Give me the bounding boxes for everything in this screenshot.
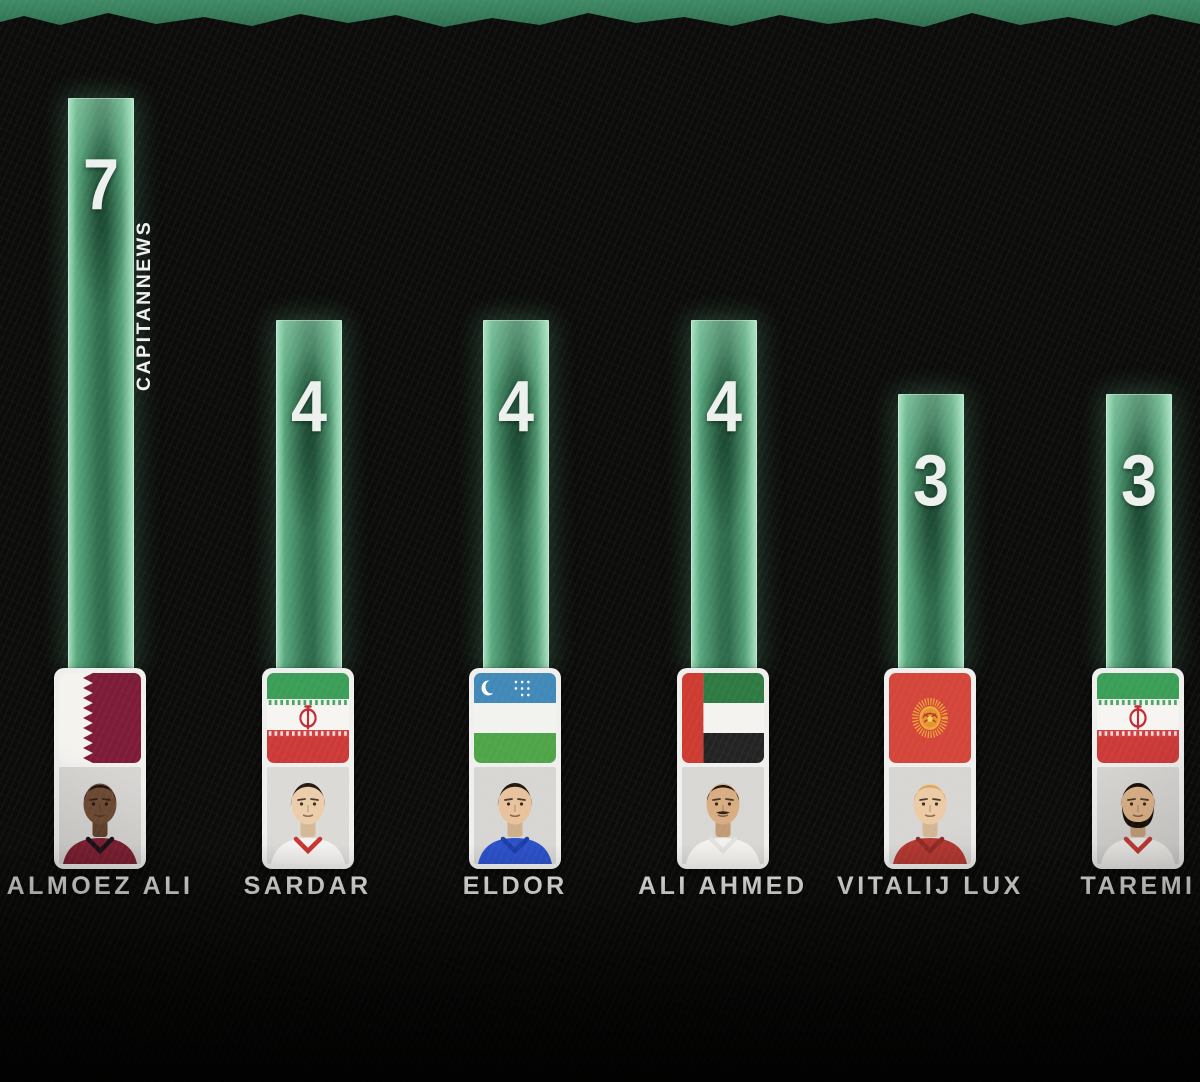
player-column: 7 ALMOEZ ALI <box>0 0 204 920</box>
goal-count-label: 7 <box>82 145 120 225</box>
player-card <box>1092 668 1184 869</box>
iran-flag-icon <box>1097 673 1179 763</box>
qatar-flag-icon <box>59 673 141 763</box>
goal-count-label: 4 <box>705 367 742 447</box>
player-column: 4 ELDOR <box>411 0 619 920</box>
uae-flag-icon <box>681 673 764 763</box>
player-photo <box>681 767 764 864</box>
goal-bar: 4 <box>483 320 550 674</box>
player-name-label: SARDAR <box>243 872 372 900</box>
player-name-label: ALMOEZ ALI <box>6 872 194 900</box>
kyrgyzstan-flag-icon <box>889 673 972 763</box>
player-photo <box>59 767 141 864</box>
goal-count-label: 3 <box>1120 441 1158 521</box>
uzbekistan-flag-icon <box>474 673 557 763</box>
goal-count-label: 4 <box>498 367 535 447</box>
watermark-capitannews: CAPITANNEWS <box>133 219 155 391</box>
goal-bar: 7 <box>68 98 134 674</box>
player-column: 4 ALI AHMED <box>619 0 827 920</box>
goal-bar: 4 <box>275 320 342 674</box>
player-column: 4 SARDAR <box>204 0 412 920</box>
player-card <box>261 668 354 869</box>
player-photo <box>266 767 349 864</box>
player-photo <box>474 767 557 864</box>
player-photo <box>1097 767 1179 864</box>
goal-count-label: 3 <box>913 441 950 521</box>
player-card <box>884 668 977 869</box>
player-name-label: ELDOR <box>462 872 568 900</box>
player-column: 3 TAREMI <box>1034 0 1200 920</box>
player-photo <box>889 767 972 864</box>
player-card <box>469 668 562 869</box>
player-column: 3 VITALIJ LUX <box>826 0 1034 920</box>
goal-bar: 4 <box>690 320 757 674</box>
player-name-label: VITALIJ LUX <box>837 872 1024 900</box>
goal-bar: 3 <box>1106 394 1172 674</box>
goal-count-label: 4 <box>290 367 327 447</box>
player-card <box>676 668 769 869</box>
player-name-label: TAREMI <box>1080 872 1196 900</box>
goal-bar: 3 <box>898 394 965 674</box>
player-card <box>54 668 146 869</box>
player-name-label: ALI AHMED <box>638 872 808 900</box>
iran-flag-icon <box>266 673 349 763</box>
